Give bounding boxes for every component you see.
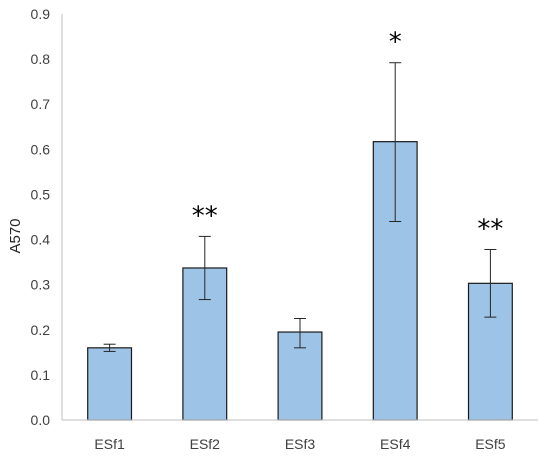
- y-tick-label: 0.5: [31, 186, 51, 202]
- y-tick-label: 0.1: [31, 367, 51, 383]
- y-tick-label: 0.7: [31, 96, 51, 112]
- y-tick-label: 0.3: [31, 277, 51, 293]
- error-bar-esf1: [103, 343, 116, 352]
- y-tick-label: 0.6: [31, 141, 51, 157]
- x-tick-label-esf3: ESf3: [285, 436, 316, 452]
- x-axis: ESf1 ESf2 ESf3 ESf4 ESf5: [62, 419, 538, 452]
- error-bar-esf2: [198, 235, 211, 301]
- bar-esf1: [87, 347, 133, 421]
- error-bar-esf4: [389, 62, 402, 223]
- y-tick-label: 0.2: [31, 322, 51, 338]
- x-tick-label-esf5: ESf5: [475, 436, 506, 452]
- y-axis: 0.0 0.1 0.2 0.3 0.4 0.5 0.6 0.7 0.8 0.9: [31, 6, 63, 428]
- y-tick-label: 0.9: [31, 6, 51, 22]
- x-tick-label-esf2: ESf2: [190, 436, 221, 452]
- error-bars: [103, 62, 497, 352]
- error-bar-esf3: [294, 318, 306, 349]
- y-tick-label: 0.8: [31, 51, 51, 67]
- significance-marker-esf2: **: [192, 201, 218, 231]
- significance-marker-esf5: **: [477, 214, 503, 244]
- significance-markers: *****: [192, 28, 504, 245]
- significance-marker-esf4: *: [389, 28, 402, 58]
- y-axis-label: A570: [7, 218, 24, 253]
- y-tick-label: 0.4: [31, 232, 51, 248]
- bars: [87, 141, 513, 421]
- y-tick-label: 0.0: [31, 412, 51, 428]
- x-tick-label-esf1: ESf1: [94, 436, 125, 452]
- x-tick-label-esf4: ESf4: [380, 436, 411, 452]
- error-bar-esf5: [484, 248, 497, 318]
